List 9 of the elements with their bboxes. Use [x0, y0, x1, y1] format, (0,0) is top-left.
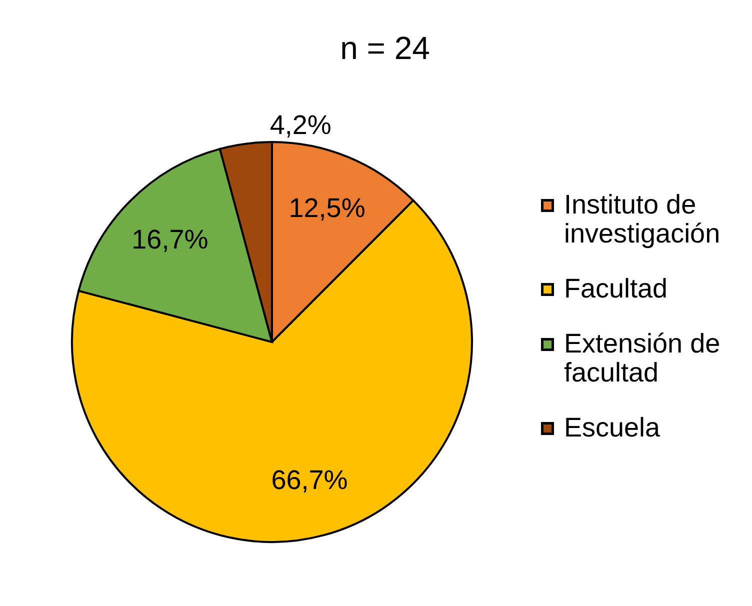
data-label: 4,2% [270, 110, 332, 140]
data-label: 16,7% [132, 224, 208, 254]
data-label: 66,7% [271, 465, 348, 496]
legend-label: Escuela [564, 412, 662, 442]
legend-label: Instituto de investigación [564, 190, 720, 248]
legend-label: Facultad [564, 274, 668, 304]
legend-label: Extensión de facultad [564, 328, 720, 388]
chart-title: n = 24 [340, 30, 430, 66]
data-label: 12,5% [288, 192, 366, 223]
